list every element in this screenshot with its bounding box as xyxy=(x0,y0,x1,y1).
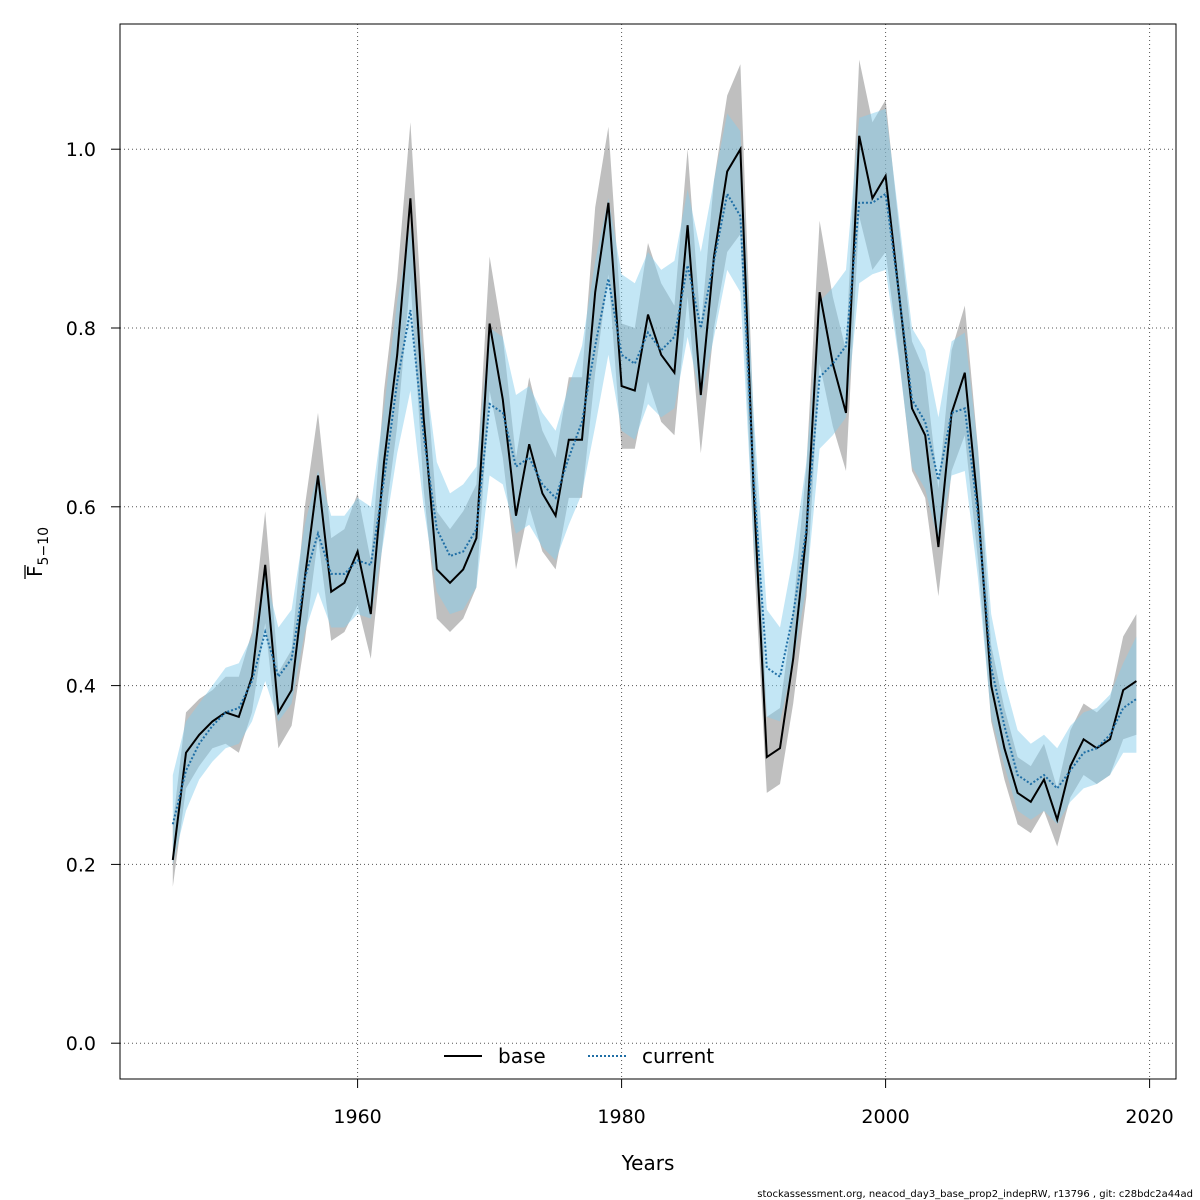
y-axis: 0.0 0.2 0.4 0.6 0.8 1.0 xyxy=(66,139,120,1055)
y-tick-label: 0.6 xyxy=(66,497,96,519)
legend: base current xyxy=(444,1044,714,1068)
y-axis-title-main: F xyxy=(23,565,47,577)
x-axis: 1960 1980 2000 2020 xyxy=(333,1079,1174,1128)
y-tick-label: 1.0 xyxy=(66,139,96,161)
y-tick-label: 0.2 xyxy=(66,854,96,876)
band-current xyxy=(172,108,1137,865)
footer-credit: stockassessment.org, neacod_day3_base_pr… xyxy=(757,1189,1193,1200)
legend-label-base: base xyxy=(498,1044,546,1068)
line-base xyxy=(171,135,1137,861)
x-tick-label: 1960 xyxy=(333,1106,381,1128)
line-current xyxy=(171,191,1137,825)
y-tick-label: 0.8 xyxy=(66,318,96,340)
x-axis-title: Years xyxy=(621,1151,675,1175)
y-tick-label: 0.4 xyxy=(66,676,96,698)
series-lines xyxy=(171,135,1137,861)
legend-label-current: current xyxy=(642,1044,714,1068)
x-tick-label: 2000 xyxy=(861,1106,909,1128)
x-tick-label: 1980 xyxy=(597,1106,645,1128)
svg-text:F5−10: F5−10 xyxy=(23,527,52,577)
y-axis-title: F5−10 xyxy=(23,527,52,579)
y-tick-label: 0.0 xyxy=(66,1033,96,1055)
y-axis-title-subscript: 5−10 xyxy=(36,527,52,565)
plot-frame xyxy=(119,23,1177,1080)
x-tick-label: 2020 xyxy=(1125,1106,1173,1128)
